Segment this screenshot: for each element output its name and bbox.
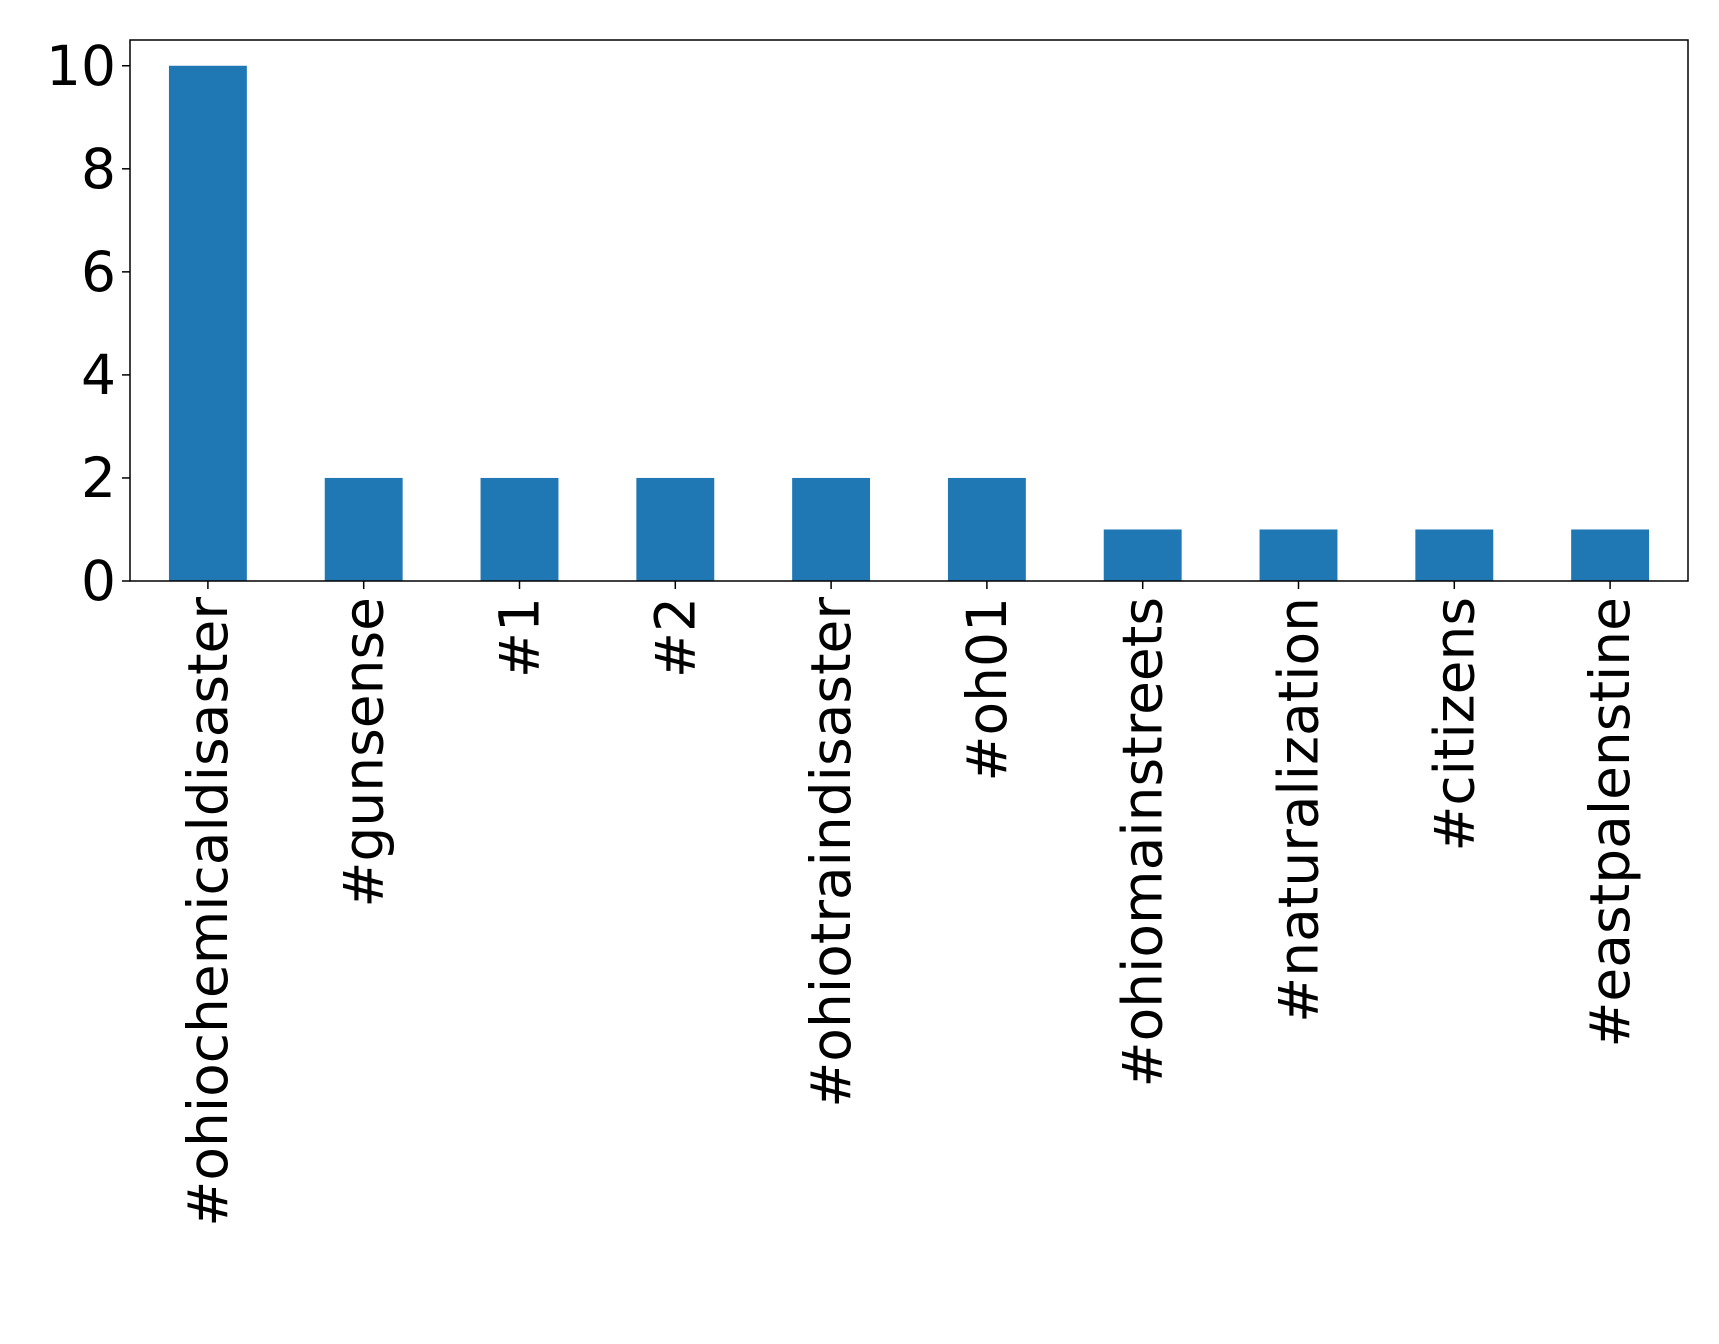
y-tick-label: 0 bbox=[81, 549, 116, 613]
x-tick-label: #gunsense bbox=[332, 597, 396, 908]
bar bbox=[1415, 529, 1494, 581]
y-tick-label: 10 bbox=[46, 34, 116, 98]
x-tick-label: #ohiochemicaldisaster bbox=[176, 597, 240, 1227]
y-tick-label: 4 bbox=[81, 343, 116, 407]
bar bbox=[480, 477, 559, 581]
y-tick-label: 6 bbox=[81, 240, 116, 304]
bar bbox=[1103, 529, 1182, 581]
bar bbox=[1571, 529, 1650, 581]
x-tick-label: #ohiotraindisaster bbox=[799, 597, 863, 1108]
plot-frame bbox=[129, 39, 1689, 582]
bar bbox=[168, 65, 247, 581]
bars-layer bbox=[168, 65, 1650, 581]
x-tick-label: #oh01 bbox=[955, 597, 1019, 782]
bar bbox=[324, 477, 403, 581]
bar bbox=[1259, 529, 1338, 581]
x-axis-ticks: #ohiochemicaldisaster #gunsense #1 #2 #ohiot… bbox=[176, 581, 1642, 1227]
y-tick-label: 8 bbox=[81, 137, 116, 201]
y-axis-ticks: 0 2 4 6 8 10 bbox=[46, 34, 130, 613]
x-tick-label: #eastpalenstine bbox=[1578, 597, 1642, 1048]
bar bbox=[792, 477, 871, 581]
x-tick-label: #naturalization bbox=[1267, 597, 1331, 1023]
x-tick-label: #citizens bbox=[1422, 597, 1486, 852]
x-tick-label: #2 bbox=[643, 597, 707, 678]
bar bbox=[636, 477, 715, 581]
y-tick-label: 2 bbox=[81, 446, 116, 510]
x-tick-label: #ohiomainstreets bbox=[1111, 597, 1175, 1087]
bar bbox=[947, 477, 1026, 581]
x-tick-label: #1 bbox=[488, 597, 552, 678]
